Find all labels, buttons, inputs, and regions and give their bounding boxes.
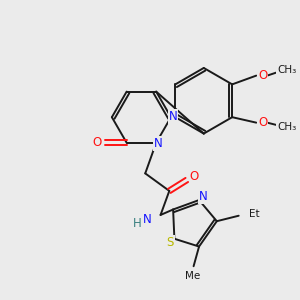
Text: CH₃: CH₃ bbox=[277, 122, 296, 132]
Text: O: O bbox=[190, 170, 199, 183]
Text: CH₃: CH₃ bbox=[277, 65, 296, 75]
Text: N: N bbox=[143, 213, 152, 226]
Text: S: S bbox=[166, 236, 174, 248]
Text: O: O bbox=[92, 136, 102, 149]
Text: O: O bbox=[258, 69, 267, 82]
Text: O: O bbox=[258, 116, 267, 129]
Text: N: N bbox=[154, 137, 163, 150]
Text: Me: Me bbox=[185, 271, 200, 281]
Text: N: N bbox=[169, 110, 178, 123]
Text: Et: Et bbox=[249, 208, 259, 218]
Text: N: N bbox=[199, 190, 208, 203]
Text: H: H bbox=[133, 217, 142, 230]
